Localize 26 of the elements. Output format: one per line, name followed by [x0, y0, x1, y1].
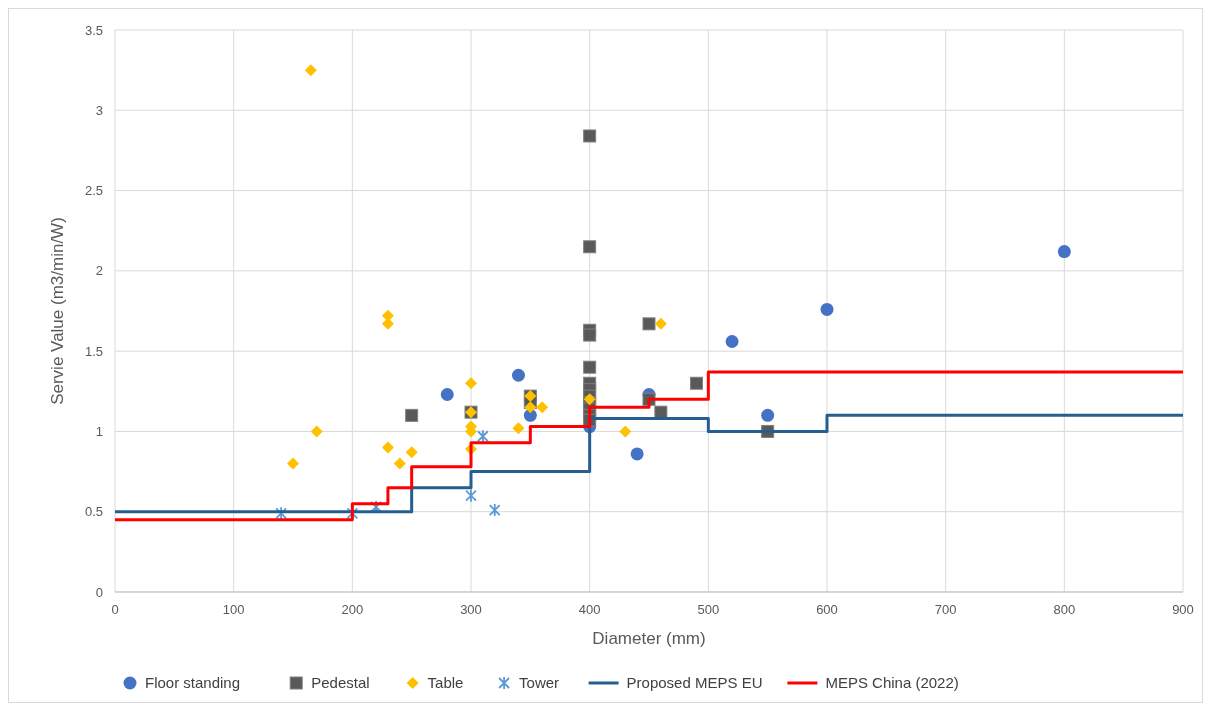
y-tick-label: 0 [95, 584, 103, 600]
legend-label: MEPS China (2022) [825, 674, 959, 691]
y-tick-label: 2.5 [84, 183, 103, 199]
x-tick-label: 600 [816, 602, 838, 617]
legend-label: Proposed MEPS EU [626, 674, 763, 691]
x-tick-label: 0 [111, 602, 119, 617]
y-tick-label: 3.5 [84, 22, 103, 38]
x-tick-label: 500 [697, 602, 720, 617]
x-tick-label: 300 [460, 602, 482, 617]
x-tick-label: 100 [222, 602, 245, 617]
y-axis-title: Servie Value (m3/min/W) [48, 217, 67, 405]
x-tick-label: 800 [1053, 602, 1076, 617]
y-tick-label: 0.5 [84, 504, 103, 520]
x-tick-label: 200 [341, 602, 364, 617]
legend-label: Pedestal [311, 674, 370, 691]
y-tick-label: 1 [95, 423, 103, 439]
x-tick-label: 700 [934, 602, 957, 617]
legend-label: Floor standing [145, 674, 241, 691]
x-tick-label: 900 [1172, 602, 1194, 617]
legend-label: Tower [519, 674, 560, 691]
y-tick-label: 1.5 [84, 343, 103, 359]
legend-label: Table [427, 674, 464, 691]
y-tick-label: 3 [95, 102, 103, 118]
x-tick-label: 400 [578, 602, 601, 617]
y-tick-label: 2 [95, 263, 103, 279]
x-axis-title: Diameter (mm) [592, 629, 706, 648]
